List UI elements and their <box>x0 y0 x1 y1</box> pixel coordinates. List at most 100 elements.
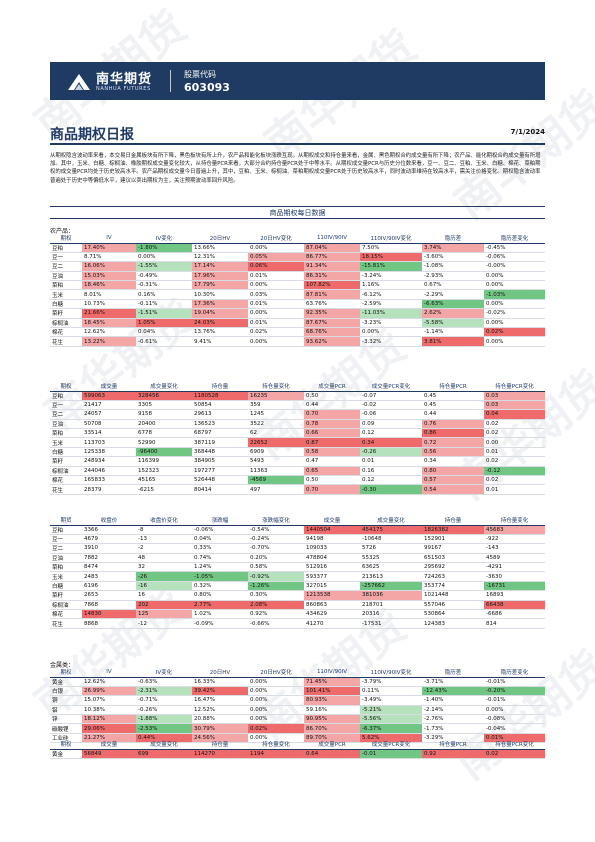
column-header: 期权 <box>50 740 82 750</box>
table-cell: 599063 <box>82 391 136 401</box>
table-cell: -0.00% <box>484 261 545 272</box>
table-cell: 11363 <box>248 466 304 477</box>
table-cell: 0.92% <box>248 609 304 620</box>
table-row: 菜粕 8474 32 1.24% 0.58% 512916 63625 295692 -4291 <box>50 562 545 573</box>
table-row: 棉花 12.62% 0.04% 13.76% 0.02% 68.76% 0.00% -1.14… <box>50 327 545 338</box>
table-cell: -0.26 <box>360 447 422 458</box>
table-cell: -0.31% <box>136 280 192 291</box>
table-cell: -3.49% <box>360 695 422 706</box>
table-cell: 434629 <box>304 609 360 620</box>
table-cell: 0.01% <box>248 271 304 282</box>
column-header: 20日HV变化 <box>248 668 304 678</box>
table-cell: 1.05% <box>136 318 192 329</box>
table-cell: 19.04% <box>192 308 248 319</box>
table-cell: -0.92% <box>248 571 304 582</box>
table-cell: 0.01 <box>484 484 545 495</box>
row-name: 白糖 <box>50 447 82 458</box>
table-cell: 526448 <box>192 475 248 486</box>
table-cell: 0.30% <box>248 590 304 601</box>
table-cell: 63.76% <box>304 299 360 310</box>
column-header: 成交量变化 <box>136 382 192 392</box>
row-name: 黄金 <box>50 677 82 687</box>
table-cell: 0.54 <box>422 484 484 495</box>
table-cell: 202 <box>136 600 192 611</box>
table-cell: 0.74% <box>192 553 248 564</box>
table-row: 玉米 2483 -26 -1.05% -0.92% 593377 213613 724263-… <box>50 571 545 582</box>
table-cell: -96400 <box>136 447 192 458</box>
stock-code-label: 股票代码 <box>184 70 216 79</box>
table-cell: -2.59% <box>360 299 422 310</box>
column-header: 收盘价变化 <box>136 516 192 526</box>
table-cell: 6909 <box>248 447 304 458</box>
brand-name: 南华期货 <box>96 72 153 87</box>
table-cell: 3522 <box>248 419 304 430</box>
table-cell: 6196 <box>82 581 136 592</box>
table-cell: 10.38% <box>82 705 136 716</box>
table-cell: -3.24% <box>360 271 422 282</box>
header-banner: 南华期货 NANHUA FUTURES 股票代码 603093 <box>50 62 545 100</box>
row-name: 花生 <box>50 618 82 629</box>
table-cell: 152323 <box>136 466 192 477</box>
table-cell: 593377 <box>304 571 360 582</box>
table-cell: 12.62% <box>82 327 136 338</box>
table-row: 菜粕 18.46% -0.31% 17.79% 0.00% 107.82% 1.16% 0.6… <box>50 280 545 291</box>
row-name: 铜 <box>50 695 82 706</box>
table-cell: -0.71% <box>136 695 192 706</box>
table-cell: 512916 <box>304 562 360 573</box>
table-cell: 0.33% <box>192 543 248 554</box>
row-name: 黄金 <box>50 749 82 759</box>
table-cell: 91.34% <box>304 261 360 272</box>
table-cell: 17.14% <box>192 261 248 272</box>
table-cell: 0.02% <box>484 327 545 338</box>
table-cell: 56849 <box>82 749 136 759</box>
table-cell: 0.76 <box>422 419 484 430</box>
table-cell: -0.54% <box>248 525 304 535</box>
table-cell: 109033 <box>304 543 360 554</box>
table-cell: 21.66% <box>82 308 136 319</box>
table-cell: 24057 <box>82 409 136 420</box>
table-cell: 125 <box>136 609 192 620</box>
table-cell: 0.34 <box>360 437 422 448</box>
table-cell: 86.70% <box>304 723 360 734</box>
table-cell: 0.92 <box>422 749 484 759</box>
table-cell: -1.40% <box>422 695 484 706</box>
column-header: 110IV/90IV变化 <box>360 668 422 678</box>
table-cell: -0.04% <box>484 723 545 734</box>
table-cell: 478804 <box>304 553 360 564</box>
table-cell: 0.04% <box>192 534 248 545</box>
table-cell: 45165 <box>136 475 192 486</box>
table-cell: 213613 <box>360 571 422 582</box>
table-cell: 12.31% <box>192 252 248 263</box>
table-cell: 530864 <box>422 609 484 620</box>
table-cell: 0.01% <box>248 299 304 310</box>
table-cell: 328456 <box>136 391 192 401</box>
table-cell: 0.04 <box>484 409 545 420</box>
table-row: 豆一 21417 3305 50854 359 0.44 -0.02 0.45 0.03 <box>50 400 545 411</box>
table-cell: 651503 <box>422 553 484 564</box>
table-cell: 13.22% <box>82 336 136 347</box>
row-name: 豆粕 <box>50 243 82 253</box>
table-cell: 86.31% <box>304 271 360 282</box>
table-cell: -2.53% <box>136 723 192 734</box>
table-row: 棉花 165833 45165 526448 -4569 0.50 0.12 0.57 0.02 <box>50 475 545 486</box>
table-row: 棕榈油 7868 202 2.77% 2.08% 860863 218701 557046 66… <box>50 600 545 611</box>
table-cell: -13 <box>136 534 192 545</box>
table-cell: -1.26% <box>248 581 304 592</box>
column-header: 成交量PCR <box>304 382 360 392</box>
table-cell: 387119 <box>192 437 248 448</box>
table-row: 白糖 10.73% -0.11% 17.36% 0.01% 63.76% -2.59% -6.… <box>50 299 545 310</box>
metal-iv-table: 期权 IV IV变化 20日HV 20日HV变化 110IV/90IV 110IV/90IV… <box>50 668 545 744</box>
row-name: 菜籽 <box>50 308 82 319</box>
table-cell: 116399 <box>136 456 192 467</box>
row-name: 豆粕 <box>50 525 82 535</box>
nanhua-logo-icon <box>68 74 90 90</box>
row-name: 玉米 <box>50 437 82 448</box>
table-cell: 0.50 <box>304 475 360 486</box>
table-cell: 17.40% <box>82 243 136 253</box>
table-cell: 24.03% <box>192 318 248 329</box>
table-row: 豆二 3910 -2 0.33% -0.70% 109033 5726 99167 -143 <box>50 543 545 554</box>
table-row: 菜粕 33514 6778 68797 62 0.66 0.12 0.86 0.02 <box>50 428 545 439</box>
table-cell: 7868 <box>82 600 136 611</box>
table-cell: 16.06% <box>82 261 136 272</box>
table-cell: 87.04% <box>304 243 360 253</box>
